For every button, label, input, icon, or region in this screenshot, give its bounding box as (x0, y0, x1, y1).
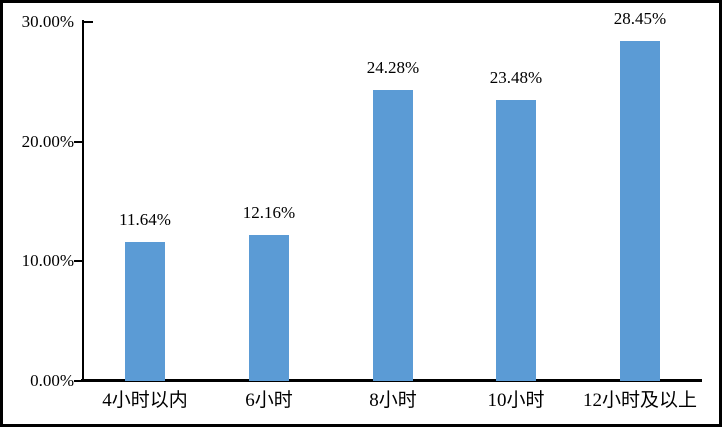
y-axis-tick (74, 260, 83, 262)
bar (620, 41, 660, 381)
y-axis-tick (74, 380, 83, 382)
bar (496, 100, 536, 381)
bar (373, 90, 413, 381)
x-axis-category-label: 6小时 (245, 390, 293, 411)
bar-value-label: 28.45% (613, 9, 667, 28)
x-axis-category-label: 12小时及以上 (582, 390, 697, 411)
y-axis-tick (74, 141, 83, 143)
bar (125, 242, 165, 381)
y-axis-tick-label: 20.00% (21, 132, 74, 151)
y-axis-tick-label: 0.00% (30, 371, 74, 390)
y-axis-line (82, 20, 84, 382)
x-axis-category-label: 4小时以内 (102, 390, 188, 411)
y-axis-tick (84, 21, 93, 23)
x-axis-category-label: 8小时 (369, 390, 417, 411)
x-axis-category-label: 10小时 (487, 390, 545, 411)
bar-value-label: 24.28% (366, 58, 420, 77)
bar-value-label: 12.16% (242, 203, 296, 222)
bar-value-label: 23.48% (489, 68, 543, 87)
y-axis-tick-label: 10.00% (21, 251, 74, 270)
bar (249, 235, 289, 381)
bar-value-label: 11.64% (119, 210, 171, 229)
y-axis-tick-label: 30.00% (21, 12, 74, 31)
